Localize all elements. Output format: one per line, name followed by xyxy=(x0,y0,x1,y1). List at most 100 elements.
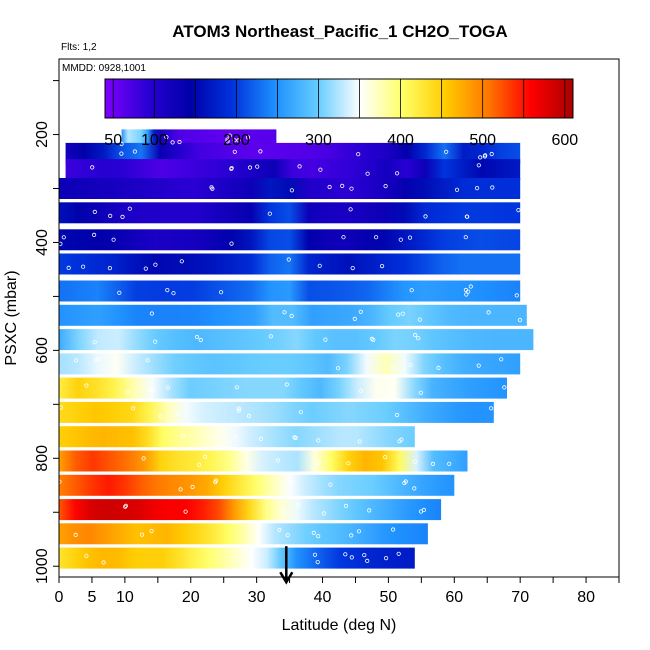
sample-point xyxy=(127,206,132,211)
sample-point xyxy=(153,262,158,267)
sample-point xyxy=(232,138,237,143)
sample-point xyxy=(149,311,154,316)
colorbar-tick-label: 500 xyxy=(469,132,496,149)
x-tick-label: 60 xyxy=(445,589,463,606)
sample-point xyxy=(476,363,481,368)
heatmap-layer xyxy=(59,499,442,521)
sample-point xyxy=(213,478,219,483)
heatmap-layer xyxy=(59,229,521,251)
sample-point xyxy=(343,503,349,508)
marker-head xyxy=(279,571,294,585)
sample-point xyxy=(81,264,86,269)
sample-point xyxy=(123,504,128,509)
sample-point xyxy=(190,484,195,490)
sample-point xyxy=(356,529,361,534)
heatmap-layer xyxy=(65,159,521,181)
sample-point xyxy=(158,414,163,419)
sample-point xyxy=(394,412,400,418)
sample-point xyxy=(179,259,184,264)
colorbar-bar xyxy=(104,78,574,119)
heatmap-layer xyxy=(59,253,521,275)
colorbar-tick-label: 600 xyxy=(551,132,578,149)
heatmap-layer xyxy=(59,304,527,326)
sample-point xyxy=(398,237,403,242)
sample-point xyxy=(268,334,273,339)
sample-point xyxy=(61,235,66,240)
sample-point xyxy=(258,149,263,154)
sample-point xyxy=(474,186,480,191)
y-tick-label: 400 xyxy=(34,229,51,256)
sample-point xyxy=(164,135,169,140)
sample-point xyxy=(383,184,388,189)
sample-point xyxy=(84,383,89,388)
sample-point xyxy=(74,358,79,363)
sample-point xyxy=(390,365,395,370)
sample-point xyxy=(317,263,322,268)
sample-point xyxy=(101,560,106,565)
sample-point xyxy=(131,406,136,411)
sample-points xyxy=(57,133,523,565)
sample-point xyxy=(234,385,239,390)
sample-point xyxy=(125,390,130,395)
sample-point xyxy=(362,552,367,558)
sample-point xyxy=(289,313,294,318)
sample-point xyxy=(430,461,436,466)
sample-point xyxy=(267,211,272,216)
sample-point xyxy=(196,462,202,467)
sample-point xyxy=(383,454,388,460)
sample-point xyxy=(365,171,370,176)
latitude-marker-arrow xyxy=(279,546,294,585)
sample-point xyxy=(298,410,303,415)
sample-point xyxy=(247,165,253,170)
sample-point xyxy=(478,155,483,160)
sample-point xyxy=(407,235,413,240)
sample-point xyxy=(464,292,469,297)
sample-point xyxy=(346,461,351,466)
sample-point xyxy=(468,284,473,289)
sample-point xyxy=(165,385,171,390)
sample-point xyxy=(92,340,97,345)
sample-point xyxy=(281,510,286,515)
x-axis-label: Latitude (deg N) xyxy=(282,617,397,634)
sample-point xyxy=(514,293,519,298)
heatmap-layer xyxy=(65,142,521,164)
sample-point xyxy=(96,356,101,362)
sample-point xyxy=(516,208,521,213)
sample-point xyxy=(66,265,71,270)
sample-point xyxy=(227,133,232,138)
sample-point xyxy=(403,479,408,484)
date-note: MMDD: 0928,1001 xyxy=(62,63,146,74)
sample-point xyxy=(379,263,385,269)
heatmap-layers xyxy=(59,129,534,569)
heatmap-layer xyxy=(59,202,521,224)
sample-point xyxy=(312,552,318,557)
sample-point xyxy=(84,553,89,558)
sample-point xyxy=(335,366,341,371)
heatmap-layer xyxy=(59,178,521,199)
sample-point xyxy=(421,507,426,513)
sample-point xyxy=(275,458,280,463)
sample-point xyxy=(356,152,361,157)
sample-point xyxy=(90,165,95,170)
sample-point xyxy=(486,310,491,315)
sample-point xyxy=(517,317,523,323)
sample-point xyxy=(171,291,176,296)
sample-point xyxy=(465,289,471,294)
x-axis: 0 5 10 20 30 40 50 60 70 80 xyxy=(55,577,620,606)
heatmap-layer xyxy=(59,377,507,399)
x-tick-label: 40 xyxy=(314,589,332,606)
sample-point xyxy=(285,532,290,538)
sample-point xyxy=(232,149,237,154)
sample-point xyxy=(423,214,428,219)
sample-point xyxy=(282,310,287,315)
sample-point xyxy=(119,151,124,156)
heatmap-layer xyxy=(59,401,494,423)
flights-note: Flts: 1,2 xyxy=(61,42,97,53)
colorbar-tick-label: 50 xyxy=(104,132,122,149)
sample-point xyxy=(483,153,488,158)
sample-point xyxy=(119,141,124,147)
sample-point xyxy=(367,508,372,513)
sample-point xyxy=(328,482,333,487)
colorbar-tick-label: 400 xyxy=(387,132,414,149)
